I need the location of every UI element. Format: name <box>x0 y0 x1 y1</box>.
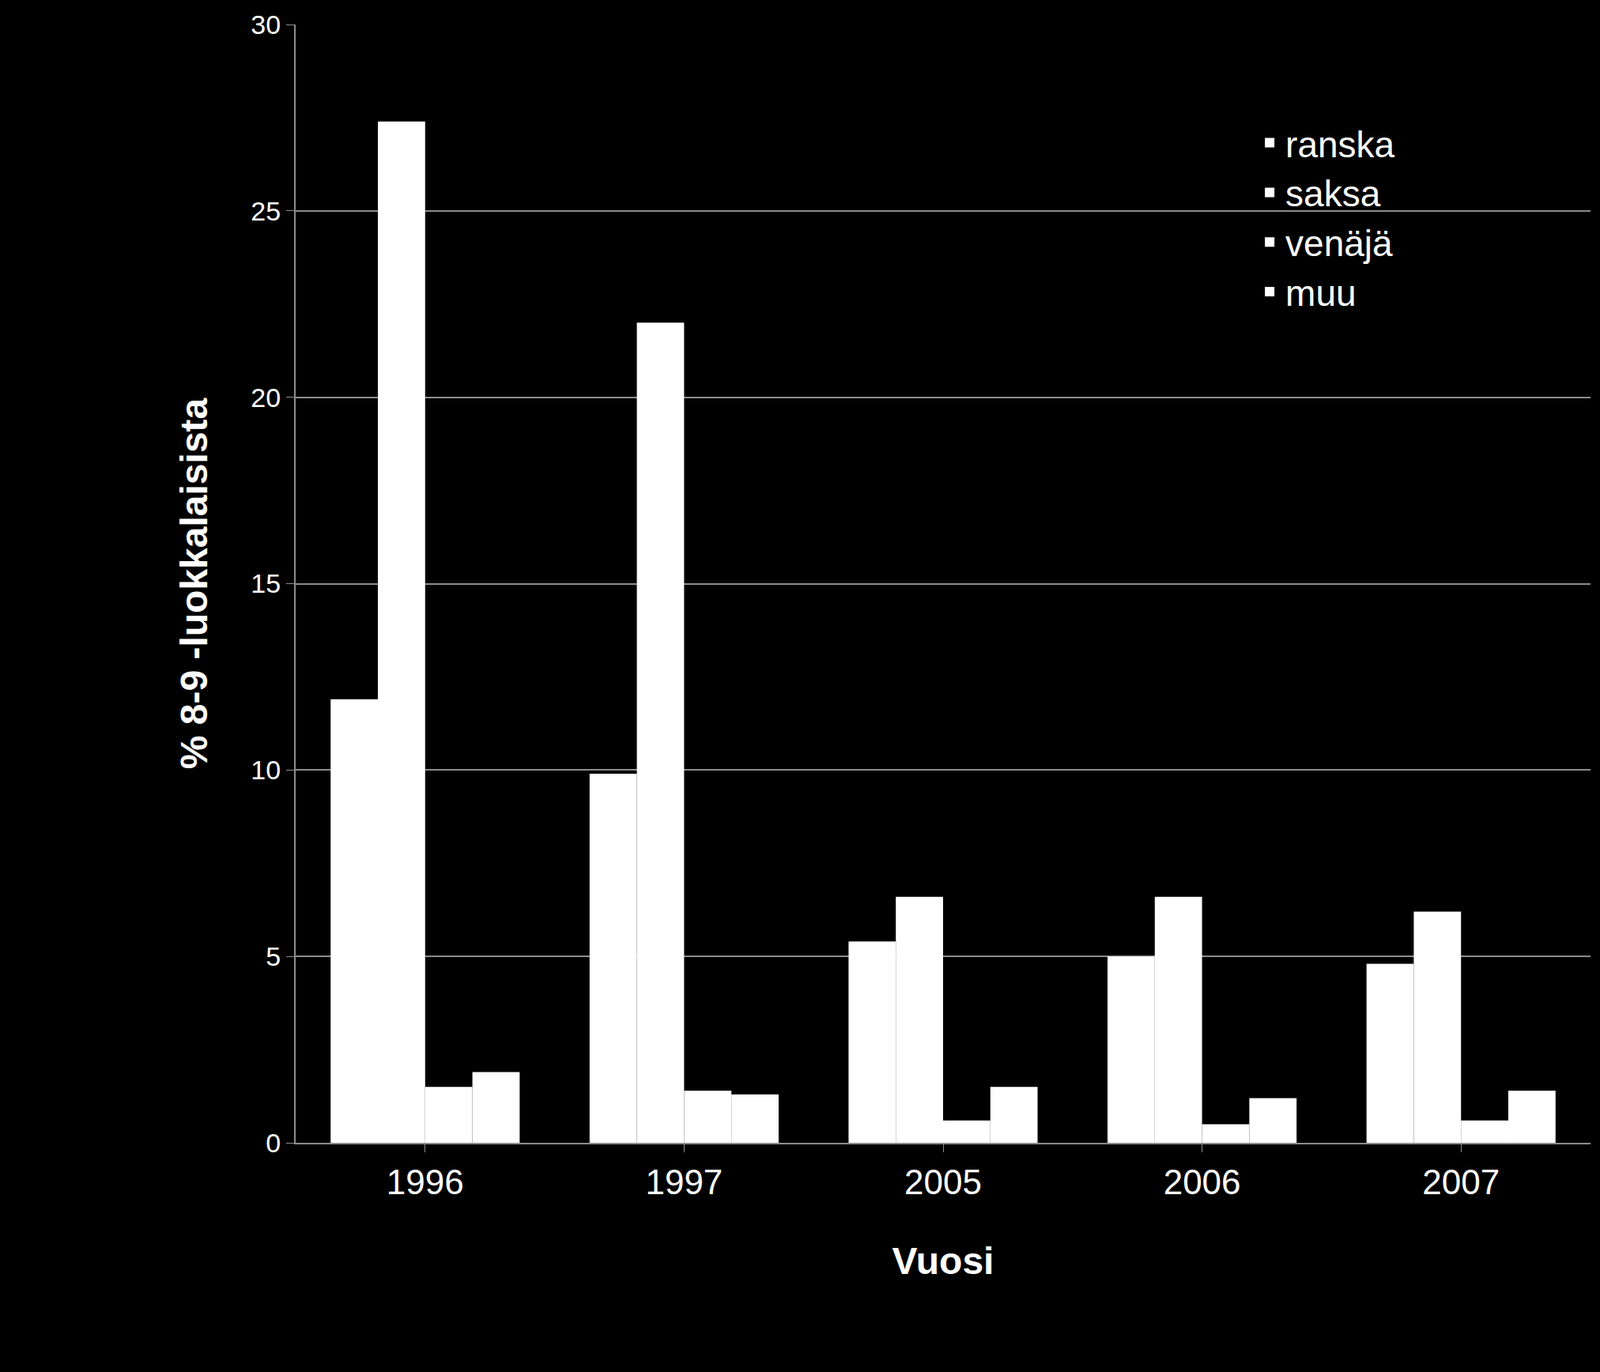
svg-text:5: 5 <box>265 941 281 972</box>
svg-text:muu: muu <box>1285 272 1356 314</box>
svg-text:1997: 1997 <box>645 1162 723 1202</box>
svg-text:% 8-9 -luokkalaisista: % 8-9 -luokkalaisista <box>173 397 216 770</box>
svg-text:ranska: ranska <box>1285 124 1395 166</box>
svg-text:25: 25 <box>250 196 281 227</box>
svg-text:venäjä: venäjä <box>1285 222 1393 265</box>
svg-text:2006: 2006 <box>1163 1162 1242 1202</box>
svg-text:10: 10 <box>250 754 281 785</box>
svg-text:Vuosi: Vuosi <box>892 1240 995 1283</box>
svg-text:saksa: saksa <box>1285 173 1382 215</box>
svg-text:20: 20 <box>250 382 281 413</box>
svg-text:2007: 2007 <box>1422 1162 1500 1202</box>
svg-text:15: 15 <box>250 568 281 599</box>
svg-text:30: 30 <box>250 9 281 40</box>
svg-text:1996: 1996 <box>386 1162 465 1202</box>
svg-text:2005: 2005 <box>904 1162 982 1202</box>
svg-text:0: 0 <box>265 1128 281 1159</box>
